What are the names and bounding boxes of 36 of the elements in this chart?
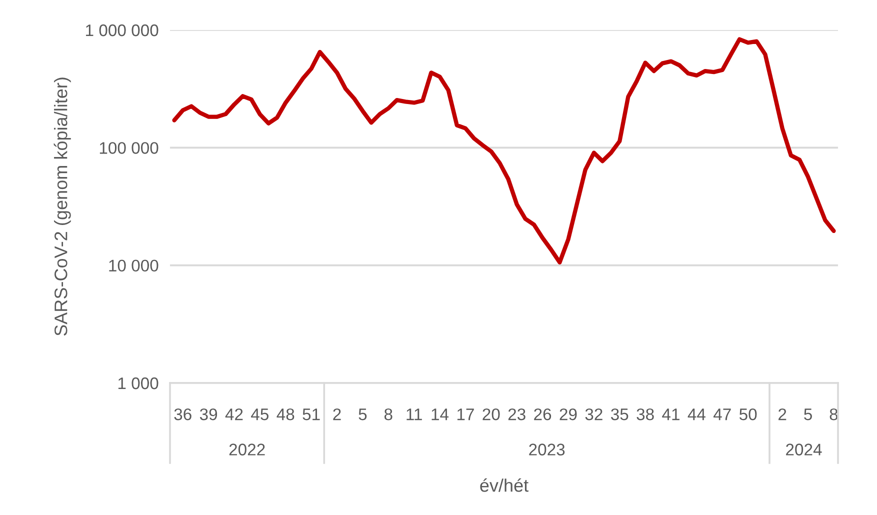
x-tick-label: 47 (714, 408, 731, 420)
x-tick-label: 39 (200, 408, 218, 420)
x-tick-label: 36 (174, 408, 192, 420)
x-tick-label: 42 (225, 408, 243, 420)
x-tick-label: 23 (508, 408, 526, 420)
y-tick-label: 1 000 (118, 377, 158, 390)
y-tick-label: 10 000 (109, 260, 158, 272)
x-tick-label: 2 (778, 408, 786, 420)
x-tick-label: 20 (482, 408, 500, 420)
x-tick-label: 5 (804, 408, 812, 420)
x-tick-label: 51 (302, 408, 320, 420)
x-tick-label: 26 (534, 408, 552, 420)
x-tick-label: 32 (585, 408, 602, 420)
x-axis-title: év/hét (480, 478, 528, 492)
x-tick-label: 35 (610, 408, 628, 420)
x-tick-label: 50 (739, 408, 757, 420)
x-tick-label: 8 (830, 408, 838, 420)
x-tick-label: 44 (688, 408, 706, 420)
line-series (172, 37, 836, 264)
x-tick-label: 17 (457, 408, 474, 420)
x-tick-label: 5 (358, 408, 367, 420)
x-tick-label: 48 (276, 408, 294, 420)
y-axis-title: SARS-CoV-2 (genom kópia/liter) (54, 78, 71, 336)
text: 2024 (786, 444, 822, 456)
y-tick-label: 1 000 000 (86, 24, 158, 36)
x-tick-label: 8 (384, 408, 392, 420)
text: 2022 (229, 444, 265, 456)
x-tick-label: 38 (636, 408, 654, 420)
x-tick-label: 29 (560, 408, 577, 420)
text: 2023 (529, 444, 565, 456)
x-tick-label: 41 (662, 408, 680, 420)
x-tick-label: 45 (251, 408, 268, 420)
x-tick-label: 14 (432, 408, 449, 420)
x-tick-label: 2 (333, 408, 341, 420)
y-tick-label: 100 000 (100, 142, 158, 154)
x-tick-label: 11 (406, 408, 422, 420)
